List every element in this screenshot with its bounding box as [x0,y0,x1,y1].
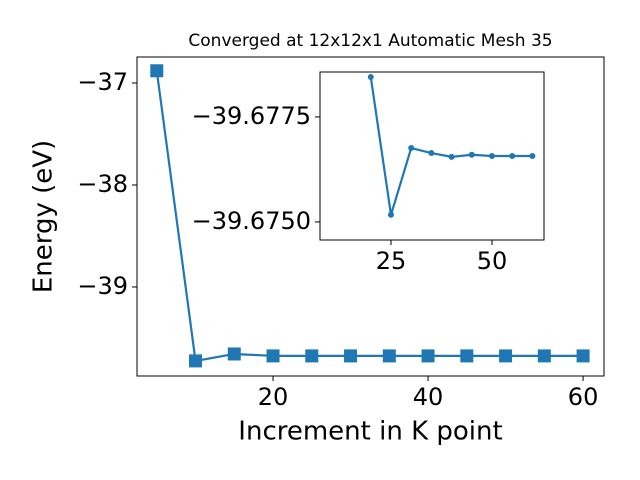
data-point [529,153,536,159]
y-axis-label: Energy (eV) [29,140,59,293]
data-point [428,150,435,157]
data-point [266,349,280,363]
x-tick-label: 25 [376,247,407,275]
data-point [382,349,396,363]
data-point [468,151,475,158]
data-point [448,153,455,160]
data-point [150,64,164,78]
data-point [499,349,513,363]
x-tick-label: 60 [568,383,599,411]
y-tick-label: −39.6775 [192,102,311,130]
x-tick-label: 50 [477,247,508,275]
data-point [367,74,374,81]
data-point [227,347,241,361]
chart-title: Converged at 12x12x1 Automatic Mesh 35 [188,31,552,51]
data-point [387,211,394,218]
data-point [189,354,203,368]
x-axis-label: Increment in K point [238,417,502,447]
data-point [537,349,551,363]
data-point [509,153,516,159]
y-tick-label: −38 [77,170,128,198]
data-point [489,153,495,159]
data-point [408,145,415,152]
data-point [344,349,358,363]
x-tick-label: 20 [258,383,289,411]
y-tick-label: −39.6750 [192,207,311,235]
data-point [305,349,319,363]
data-point [576,349,590,363]
y-tick-label: −39 [77,272,128,300]
data-point [460,349,474,363]
x-tick-label: 40 [413,383,444,411]
data-point [421,349,435,363]
y-tick-label: −37 [77,68,128,96]
